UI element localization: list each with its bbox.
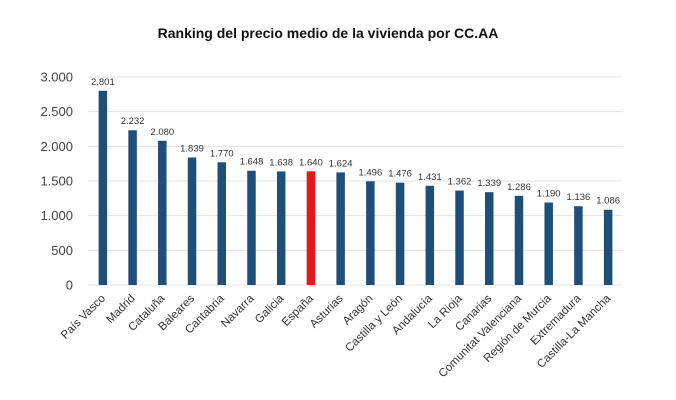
bar xyxy=(158,140,167,285)
data-label: 1.640 xyxy=(299,157,323,168)
data-label: 2.801 xyxy=(91,77,115,88)
bar xyxy=(514,195,524,285)
chart-title: Ranking del precio medio de la vivienda … xyxy=(158,25,499,41)
data-labels: 2.801 2.232 2.080 1.839 1.770 1.648 1.638 1.640… xyxy=(91,77,620,207)
y-axis-ticks: 0 500 1.000 1.500 2.000 2.500 3.000 xyxy=(40,70,73,293)
bar xyxy=(336,172,345,285)
x-tick-label: Navarra xyxy=(219,292,257,330)
bar xyxy=(187,157,197,285)
bar xyxy=(455,190,464,285)
bar xyxy=(366,181,375,285)
gridlines xyxy=(88,76,623,286)
data-label: 1.496 xyxy=(358,167,382,178)
data-label: 1.190 xyxy=(537,188,561,199)
data-label: 1.638 xyxy=(269,157,293,168)
data-label: 1.476 xyxy=(388,169,412,180)
y-tick-label: 1.500 xyxy=(40,174,73,189)
y-tick-label: 2.500 xyxy=(40,104,73,119)
data-label: 1.362 xyxy=(448,177,472,188)
bar xyxy=(217,162,226,285)
data-label: 1.286 xyxy=(507,182,531,193)
y-tick-label: 500 xyxy=(51,243,73,258)
bar xyxy=(128,130,137,285)
y-tick-label: 0 xyxy=(66,278,73,293)
data-label: 1.624 xyxy=(329,158,353,169)
data-label: 2.080 xyxy=(150,127,174,138)
y-tick-label: 2.000 xyxy=(40,139,73,154)
bar xyxy=(544,202,553,285)
data-label: 1.839 xyxy=(180,143,204,154)
x-axis-labels: País VascoMadridCataluñaBalearesCantabri… xyxy=(59,292,614,380)
y-tick-label: 1.000 xyxy=(40,208,73,223)
data-label: 1.770 xyxy=(210,148,234,159)
data-label: 1.136 xyxy=(567,192,591,203)
x-tick-label: País Vasco xyxy=(59,293,108,342)
data-label: 1.648 xyxy=(240,157,264,168)
data-label: 2.232 xyxy=(121,116,145,127)
y-tick-label: 3.000 xyxy=(40,70,73,85)
bar xyxy=(574,206,583,285)
data-label: 1.339 xyxy=(477,178,501,189)
bar xyxy=(425,185,435,285)
bar xyxy=(98,90,108,285)
bar xyxy=(603,209,613,285)
bar xyxy=(395,182,405,285)
bar xyxy=(276,171,286,285)
bar xyxy=(485,192,494,285)
data-label: 1.431 xyxy=(418,172,442,183)
bar xyxy=(306,171,316,285)
bar xyxy=(247,170,256,285)
x-tick-label: Asturias xyxy=(308,292,346,330)
data-label: 1.086 xyxy=(596,196,620,207)
bars xyxy=(98,90,613,285)
